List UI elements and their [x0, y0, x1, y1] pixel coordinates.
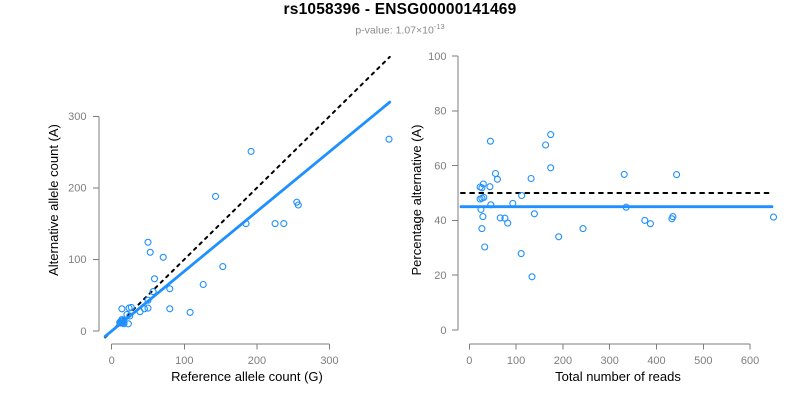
x-axis-tick-label: 500 — [694, 355, 712, 367]
y-axis-tick-label: 40 — [434, 215, 446, 227]
left-x-axis-title: Reference allele count (G) — [171, 369, 323, 384]
y-axis-tick-label: 200 — [68, 183, 86, 195]
x-axis-tick-label: 0 — [466, 355, 472, 367]
scatter-point — [186, 308, 194, 316]
scatter-point — [150, 275, 159, 283]
scatter-point — [140, 305, 148, 313]
scatter-point — [120, 320, 128, 328]
scatter-point — [247, 147, 255, 155]
scatter-point — [271, 220, 279, 228]
y-axis-tick-label: 300 — [68, 111, 86, 123]
scatter-point — [127, 303, 135, 311]
scatter-point — [476, 195, 484, 203]
figure-title: rs1058396 - ENSG00000141469 — [283, 1, 517, 18]
scatter-point — [479, 180, 487, 188]
scatter-point — [280, 220, 288, 228]
scatter-point — [486, 137, 494, 145]
scatter-point — [144, 296, 152, 304]
scatter-point — [166, 285, 174, 293]
y-axis-tick-label: 100 — [428, 51, 446, 63]
scatter-point — [530, 210, 538, 218]
x-axis-tick-label: 100 — [175, 355, 193, 367]
scatter-point — [620, 170, 628, 178]
y-axis-tick-label: 100 — [68, 254, 86, 266]
x-axis-tick-label: 200 — [554, 355, 572, 367]
scatter-point — [478, 184, 486, 192]
scatter-point — [480, 193, 488, 201]
scatter-point — [491, 169, 500, 178]
scatter-point — [641, 216, 649, 224]
scatter-point — [477, 205, 485, 213]
scatter-point — [646, 220, 654, 228]
scatter-point — [479, 213, 487, 221]
scatter-point — [199, 280, 207, 289]
scatter-point — [528, 273, 536, 281]
scatter-point — [159, 253, 167, 261]
scatter-point — [518, 191, 526, 200]
scatter-point — [517, 250, 525, 258]
pvalue-exponent: -13 — [433, 22, 445, 31]
scatter-point — [118, 305, 126, 313]
scatter-point — [555, 233, 563, 241]
scatter-point — [144, 238, 152, 246]
x-axis-tick-label: 300 — [320, 355, 338, 367]
scatter-points — [476, 131, 778, 281]
scatter-point — [509, 199, 517, 207]
scatter-point — [493, 175, 501, 183]
scatter-point — [487, 201, 495, 209]
scatter-point — [166, 305, 174, 313]
y-axis-tick-label: 60 — [434, 160, 446, 172]
scatter-point — [144, 304, 152, 312]
x-axis-tick-label: 400 — [647, 355, 665, 367]
y-axis-tick-label: 0 — [80, 326, 86, 338]
x-axis-tick-label: 200 — [248, 355, 266, 367]
scatter-point — [136, 308, 144, 316]
pvalue-text: p-value: 1.07 — [355, 24, 417, 37]
scatter-point — [242, 220, 250, 228]
scatter-point — [527, 174, 535, 183]
scatter-point — [547, 131, 555, 139]
y-axis-tick-label: 20 — [434, 270, 446, 282]
scatter-point — [496, 214, 504, 222]
scatter-point — [579, 225, 587, 233]
pvalue-times: ×10 — [416, 24, 434, 37]
scatter-point — [769, 213, 778, 221]
y-axis-tick-label: 0 — [440, 325, 446, 337]
figure-subtitle: p-value: 1.07×10-13 — [0, 22, 800, 37]
scatter-point — [385, 135, 393, 143]
right-x-axis-title: Total number of reads — [555, 369, 681, 384]
right-scatter-panel: 0 20 40 60 80 100 0 100 200 300 400 500 600 — [428, 51, 778, 367]
left-scatter-panel: 0 100 200 300 0 100 200 300 — [68, 55, 393, 367]
x-axis-tick-label: 600 — [741, 355, 759, 367]
scatter-point — [668, 215, 676, 223]
scatter-point — [481, 243, 489, 251]
scatter-point — [219, 263, 227, 271]
fitted-ratio-line — [103, 100, 392, 338]
right-y-axis-title: Percentage alternative (A) — [409, 124, 424, 276]
y-axis-tick-label: 80 — [434, 106, 446, 118]
scatter-point — [124, 320, 132, 328]
scatter-points — [116, 135, 393, 328]
x-axis-tick-label: 0 — [109, 355, 115, 367]
scatter-point — [149, 288, 157, 296]
left-y-axis-title: Alternative allele count (A) — [46, 124, 61, 276]
x-axis-tick-label: 100 — [507, 355, 525, 367]
scatter-point — [478, 225, 486, 233]
scatter-point — [126, 312, 134, 320]
scatter-point — [622, 203, 630, 211]
scatter-point — [547, 164, 555, 172]
scatter-point — [146, 248, 154, 256]
scatter-point — [504, 219, 512, 227]
identity-line — [104, 55, 391, 339]
scatter-point — [542, 141, 550, 149]
x-axis-tick-label: 300 — [601, 355, 619, 367]
scatter-point — [211, 192, 220, 200]
scatter-point — [486, 183, 494, 191]
scatter-point — [673, 171, 681, 179]
scatter-point — [294, 201, 302, 209]
